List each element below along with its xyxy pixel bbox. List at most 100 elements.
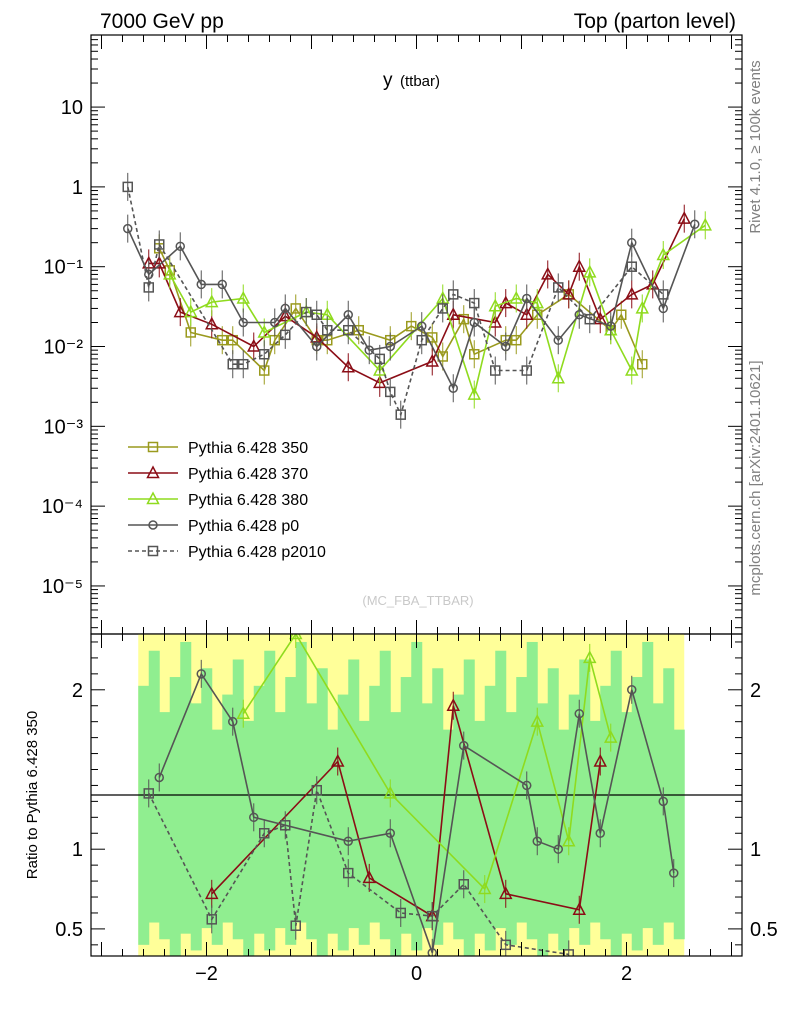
- ratio-y-tick-label-right: 1: [750, 839, 761, 861]
- main-point: [217, 334, 228, 346]
- ratio-point: [604, 729, 618, 743]
- ratio-band-inner: [631, 677, 643, 951]
- main-point: [467, 386, 481, 400]
- main-point: [196, 279, 206, 290]
- main-point: [341, 359, 355, 373]
- main-point: [635, 300, 649, 314]
- ratio-band-inner: [148, 650, 160, 923]
- legend-item: Pythia 6.428 p0: [128, 518, 299, 535]
- ratio-series-2: [154, 659, 679, 956]
- legend-item: Pythia 6.428 380: [128, 491, 308, 509]
- main-point: [343, 324, 354, 336]
- ratio-band-inner: [463, 659, 475, 956]
- y-tick-label: 10⁻¹: [44, 257, 84, 279]
- legend-marker: [146, 465, 160, 479]
- ratio-point: [478, 881, 492, 895]
- ratio-band-inner: [526, 641, 538, 940]
- ratio-point: [572, 902, 586, 916]
- main-point: [238, 317, 248, 328]
- main-point: [572, 259, 586, 272]
- main-point: [385, 386, 396, 398]
- main-point: [511, 334, 522, 346]
- main-point: [469, 297, 480, 309]
- main-point: [270, 317, 280, 328]
- ratio-band-inner: [432, 668, 444, 945]
- ratio-band-inner: [253, 685, 265, 934]
- main-point: [175, 241, 185, 252]
- main-point: [446, 307, 460, 321]
- main-point: [606, 321, 616, 331]
- main-point: [583, 264, 597, 278]
- ratio-series-line: [242, 634, 612, 891]
- ratio-band-inner: [537, 703, 549, 956]
- main-point: [625, 286, 639, 300]
- main-point: [163, 266, 177, 280]
- main-point: [562, 286, 576, 300]
- ratio-y-tick-label: 2: [72, 680, 83, 702]
- main-point: [373, 375, 387, 389]
- main-point: [280, 303, 290, 314]
- main-point: [584, 313, 595, 325]
- ratio-y-tick-label: 0.5: [55, 919, 83, 941]
- main-point: [509, 290, 523, 304]
- ratio-band-inner: [589, 720, 601, 923]
- legend-item: Pythia 6.428 p2010: [128, 544, 326, 561]
- main-point: [301, 306, 312, 318]
- legend-label: Pythia 6.428 p0: [188, 518, 299, 535]
- ratio-point: [658, 796, 668, 807]
- main-point: [143, 282, 154, 293]
- ratio-band-inner: [547, 668, 559, 934]
- ratio-point: [290, 920, 301, 931]
- ratio-band-inner: [138, 685, 150, 945]
- y-tick-label: 10⁻⁴: [42, 496, 83, 518]
- ratio-point: [553, 844, 563, 854]
- legend: Pythia 6.428 350 Pythia 6.428 370 Pythia 6…: [128, 440, 326, 561]
- ratio-point: [205, 886, 219, 900]
- ratio-point: [562, 833, 576, 847]
- x-tick-label: 0: [411, 963, 422, 985]
- ratio-point: [395, 907, 406, 919]
- header-collision-label: 7000 GeV pp: [100, 10, 224, 33]
- ratio-point: [206, 914, 217, 925]
- main-point: [656, 247, 670, 261]
- ratio-point: [563, 949, 574, 956]
- main-point: [488, 314, 502, 328]
- ratio-band-inner: [222, 694, 234, 923]
- ratio-band-inner: [264, 650, 276, 951]
- ratio-y-tick-label-right: 2: [750, 680, 761, 702]
- main-point: [522, 293, 532, 304]
- ratio-point: [228, 716, 238, 727]
- main-point: [488, 298, 502, 312]
- main-series-line: [127, 186, 664, 418]
- main-point: [227, 358, 238, 370]
- main-point: [311, 309, 322, 321]
- legend-marker: [147, 441, 159, 453]
- ratio-point: [595, 828, 605, 839]
- legend-marker: [147, 545, 159, 557]
- ratio-band-inner: [673, 729, 685, 940]
- main-y-axis: 10 1 10⁻¹ 10⁻² 10⁻³ 10⁻⁴ 10⁻⁵: [42, 34, 742, 634]
- ratio-band-inner: [652, 703, 664, 945]
- main-point: [469, 348, 480, 360]
- ratio-band-inner: [411, 641, 423, 951]
- ratio-band-inner: [180, 641, 192, 934]
- ratio-band-inner: [337, 694, 349, 951]
- main-point: [521, 365, 532, 376]
- ratio-series-layer: [143, 634, 679, 956]
- main-point: [469, 317, 479, 328]
- ratio-band-inner: [579, 659, 591, 945]
- legend-item: Pythia 6.428 350: [128, 440, 308, 457]
- main-point: [448, 289, 459, 300]
- main-point: [122, 181, 133, 193]
- main-series-4: [122, 172, 669, 429]
- ratio-band-inner: [348, 659, 360, 929]
- ratio-point: [331, 753, 345, 767]
- ratio-band-inner: [610, 650, 622, 956]
- ratio-point: [236, 706, 250, 719]
- ratio-point: [500, 939, 511, 951]
- ratio-band-inner: [316, 668, 328, 956]
- ratio-band-inner: [505, 712, 517, 945]
- main-point: [574, 310, 584, 320]
- main-point: [437, 303, 448, 314]
- main-point: [501, 341, 511, 352]
